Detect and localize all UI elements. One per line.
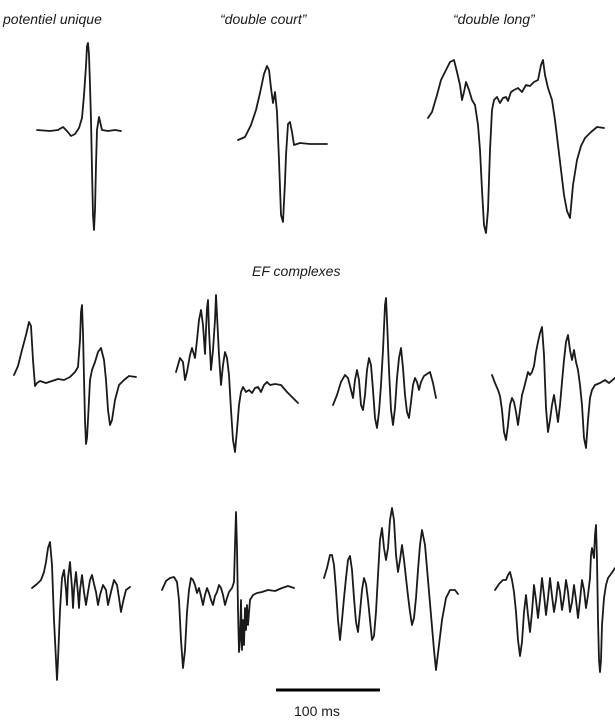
trace-ef-complex-6 bbox=[161, 511, 295, 669]
trace-double-long bbox=[427, 59, 605, 234]
trace-ef-complex-1 bbox=[13, 304, 137, 445]
trace-ef-complex-8 bbox=[494, 524, 615, 673]
trace-ef-complex-4 bbox=[491, 326, 615, 449]
trace-ef-complex-3 bbox=[332, 297, 437, 429]
trace-ef-complex-2 bbox=[175, 294, 299, 453]
label-double-long: “double long” bbox=[453, 11, 536, 27]
trace-double-court bbox=[237, 65, 328, 223]
label-potentiel-unique: potentiel unique bbox=[2, 11, 102, 27]
trace-ef-complex-5 bbox=[31, 541, 131, 681]
trace-potentiel-unique bbox=[36, 42, 122, 231]
trace-ef-complex-7 bbox=[323, 507, 459, 671]
label-ef-complexes: EF complexes bbox=[252, 263, 340, 279]
label-double-court: “double court” bbox=[220, 11, 308, 27]
scale-bar-label: 100 ms bbox=[294, 703, 340, 719]
